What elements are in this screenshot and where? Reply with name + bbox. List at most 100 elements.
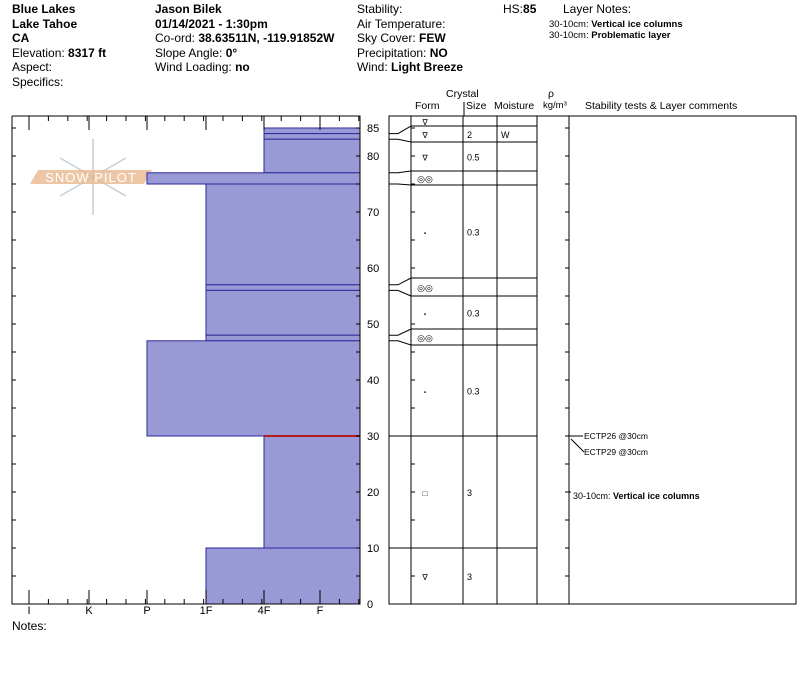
- depth-connector: [389, 138, 412, 143]
- depth-connector: [389, 277, 412, 286]
- depth-connector: [389, 125, 412, 135]
- grain-form-icon: ∇: [421, 573, 428, 582]
- stability-test-pointer: [570, 438, 585, 453]
- depth-tick-label: 60: [367, 263, 379, 275]
- depth-connector: [389, 170, 412, 174]
- depth-tick-label: 40: [367, 375, 379, 387]
- hardness-layer: [205, 334, 361, 342]
- stability-test: ECTP29 @30cm: [584, 447, 648, 457]
- location: Blue Lakes: [12, 2, 76, 16]
- size-header: Size: [466, 100, 487, 112]
- layer-comment: 30-10cm: Vertical ice columns: [573, 491, 700, 501]
- precip-label: Precipitation:: [357, 45, 427, 60]
- grain-size: 0.3: [467, 309, 480, 319]
- layer-table-frame: [388, 115, 797, 605]
- hs-value: 85: [523, 2, 537, 16]
- layer-note-range: 30-10cm:: [549, 30, 589, 41]
- depth-tick-label: 85: [367, 123, 379, 135]
- grain-size: 0.3: [467, 387, 480, 397]
- depth-tick-label: 50: [367, 319, 379, 331]
- layer-note-text: Vertical ice columns: [591, 19, 683, 30]
- stability-test: ECTP26 @30cm: [584, 431, 648, 441]
- grain-form-icon: □: [423, 489, 428, 498]
- hardness-tick-label: K: [85, 605, 93, 617]
- grain-form-icon: ◎◎: [417, 174, 433, 184]
- grain-form-icon: •: [424, 313, 426, 319]
- header-col-2: Jason Bilek 01/14/2021 - 1:30pm Co-ord: …: [155, 2, 334, 75]
- layer-notes-label: Layer Notes:: [563, 2, 632, 16]
- slope-value: 0°: [225, 45, 238, 60]
- layer-note: 30-10cm: Vertical ice columns: [549, 19, 683, 30]
- elevation-value: 8317 ft: [68, 45, 107, 60]
- wind-loading-label: Wind Loading:: [155, 60, 232, 74]
- hardness-tick-label: F: [317, 605, 324, 617]
- stability-label: Stability:: [357, 2, 403, 16]
- grain-size: 3: [467, 572, 472, 582]
- air-temp-label: Air Temperature:: [357, 16, 446, 31]
- hardness-layer: [263, 435, 361, 549]
- sky-label: Sky Cover:: [357, 31, 416, 45]
- hardness-layer: [146, 172, 361, 185]
- density-unit-header: kg/m³: [543, 100, 567, 111]
- hardness-layer: [205, 284, 361, 291]
- hardness-layer: [205, 547, 361, 605]
- depth-tick-label: 30: [367, 431, 379, 443]
- grain-form-icon: •: [424, 391, 426, 397]
- hardness-tick-label: 1F: [200, 605, 213, 617]
- slope-label: Slope Angle:: [155, 45, 223, 60]
- grain-size: 2: [467, 130, 472, 140]
- moisture: W: [501, 130, 510, 140]
- grain-size: 0.3: [467, 228, 480, 238]
- depth-connector: [389, 340, 412, 346]
- wind-label: Wind:: [357, 60, 388, 74]
- grain-size: 0.5: [467, 153, 480, 163]
- hardness-layer: [205, 289, 361, 336]
- depth-tick-label: 20: [367, 487, 379, 499]
- grain-form-icon: ◎◎: [417, 333, 433, 343]
- header-col-1: Blue Lakes Lake Tahoe CA Elevation: 8317…: [12, 2, 106, 89]
- hardness-layer: [263, 138, 361, 174]
- hardness-layer: [263, 133, 361, 140]
- grain-form-icon: ∇: [421, 131, 428, 140]
- coord-label: Co-ord:: [155, 31, 196, 45]
- hs: HS:85: [503, 2, 536, 17]
- hardness-layer: [205, 183, 361, 286]
- wind-value: Light Breeze: [391, 60, 464, 74]
- datetime: 01/14/2021 - 1:30pm: [155, 16, 268, 31]
- depth-tick-label: 0: [367, 599, 373, 611]
- hardness-tick-label: I: [27, 605, 30, 617]
- layer-note-range: 30-10cm:: [549, 19, 589, 30]
- depth-tick-label: 80: [367, 151, 379, 163]
- precip-value: NO: [429, 45, 448, 60]
- hardness-tick-label: 4F: [258, 605, 271, 617]
- comments-header: Stability tests & Layer comments: [585, 100, 738, 112]
- rho-header: ρ: [548, 88, 554, 100]
- specifics-label: Specifics:: [12, 74, 64, 89]
- header-col-3: Stability: Air Temperature: Sky Cover: F…: [357, 2, 463, 75]
- form-header: Form: [415, 100, 440, 112]
- sky-value: FEW: [419, 31, 446, 45]
- hardness-layer: [263, 127, 361, 135]
- grain-form-icon: ∇: [421, 118, 428, 127]
- grain-form-icon: ◎◎: [417, 283, 433, 293]
- crystal-header: Crystal: [446, 88, 479, 100]
- depth-tick-label: 10: [367, 543, 379, 555]
- moisture-header: Moisture: [494, 100, 535, 112]
- layer-comment-text: Vertical ice columns: [613, 491, 700, 501]
- wind-loading-value: no: [235, 60, 250, 74]
- depth-connector: [389, 289, 412, 297]
- layer-note: 30-10cm: Problematic layer: [549, 30, 670, 41]
- hardness-tick-label: P: [143, 605, 150, 617]
- coord-value: 38.63511N, -119.91852W: [198, 31, 335, 45]
- grain-form-icon: •: [424, 232, 426, 238]
- range: Lake Tahoe: [12, 16, 78, 31]
- depth-connector: [389, 183, 412, 186]
- state: CA: [12, 31, 30, 45]
- hs-label: HS:: [503, 2, 524, 16]
- notes-label: Notes:: [12, 619, 47, 633]
- layer-comment-range: 30-10cm:: [573, 491, 613, 501]
- aspect-label: Aspect:: [12, 60, 53, 74]
- depth-connector: [389, 328, 412, 336]
- grain-form-icon: ∇: [421, 154, 428, 163]
